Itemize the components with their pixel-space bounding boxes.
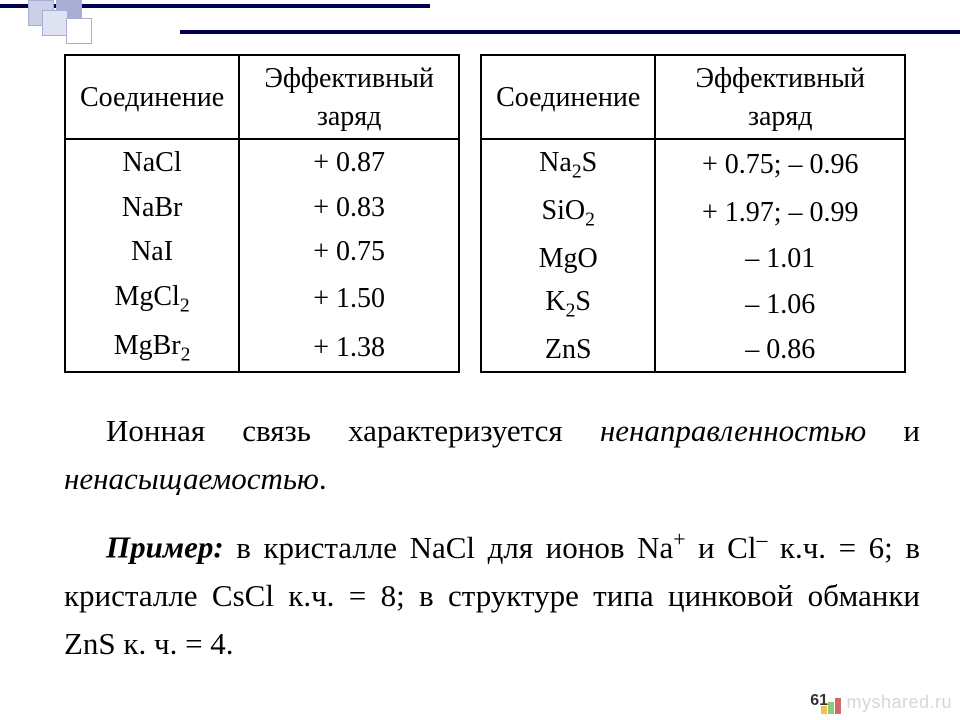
table-row: NaI+ 0.75 bbox=[65, 229, 459, 274]
table-row: ZnS– 0.86 bbox=[481, 327, 905, 372]
cell-charge: + 1.50 bbox=[239, 273, 459, 322]
p1-emphasis: ненасыщаемостью bbox=[64, 461, 319, 496]
slide-root: Соединение Эффективный заряд NaCl+ 0.87N… bbox=[0, 0, 960, 720]
p1-text: Ионная связь характеризуется bbox=[106, 413, 600, 448]
table-row: MgCl2+ 1.50 bbox=[65, 273, 459, 322]
content-area: Соединение Эффективный заряд NaCl+ 0.87N… bbox=[64, 54, 920, 688]
table-left-body: NaCl+ 0.87NaBr+ 0.83NaI+ 0.75MgCl2+ 1.50… bbox=[65, 139, 459, 373]
cell-charge: + 0.87 bbox=[239, 139, 459, 185]
p1-text: и bbox=[866, 413, 920, 448]
table-right-body: Na2S+ 0.75; – 0.96SiO2+ 1.97; – 0.99MgO–… bbox=[481, 139, 905, 373]
cell-charge: + 0.75 bbox=[239, 229, 459, 274]
cell-charge: – 1.01 bbox=[655, 236, 905, 280]
col-header-charge: Эффективный заряд bbox=[655, 55, 905, 139]
table-row: K2S– 1.06 bbox=[481, 279, 905, 327]
cell-charge: + 0.83 bbox=[239, 184, 459, 229]
table-right: Соединение Эффективный заряд Na2S+ 0.75;… bbox=[480, 54, 906, 373]
cell-compound: MgBr2 bbox=[65, 322, 239, 372]
cell-compound: NaI bbox=[65, 229, 239, 274]
tables-row: Соединение Эффективный заряд NaCl+ 0.87N… bbox=[64, 54, 920, 373]
table-left: Соединение Эффективный заряд NaCl+ 0.87N… bbox=[64, 54, 460, 373]
table-row: NaBr+ 0.83 bbox=[65, 184, 459, 229]
cell-charge: – 1.06 bbox=[655, 279, 905, 327]
watermark: myshared.ru bbox=[821, 692, 952, 714]
deco-square-icon bbox=[66, 18, 92, 44]
cell-charge: + 1.38 bbox=[239, 322, 459, 372]
p2-label: Пример: bbox=[106, 530, 224, 565]
paragraph-1: Ионная связь характеризуется ненаправлен… bbox=[64, 407, 920, 503]
cell-compound: ZnS bbox=[481, 327, 655, 372]
cell-compound: MgO bbox=[481, 236, 655, 280]
body-text: Ионная связь характеризуется ненаправлен… bbox=[64, 407, 920, 668]
cell-compound: MgCl2 bbox=[65, 273, 239, 322]
watermark-logo-icon bbox=[821, 693, 842, 714]
table-row: Na2S+ 0.75; – 0.96 bbox=[481, 139, 905, 188]
deco-bar-bottom bbox=[180, 30, 960, 34]
table-row: MgBr2+ 1.38 bbox=[65, 322, 459, 372]
deco-square-icon bbox=[42, 10, 68, 36]
cell-charge: + 1.97; – 0.99 bbox=[655, 188, 905, 236]
cell-charge: – 0.86 bbox=[655, 327, 905, 372]
col-header-charge: Эффективный заряд bbox=[239, 55, 459, 139]
table-row: MgO– 1.01 bbox=[481, 236, 905, 280]
cell-compound: Na2S bbox=[481, 139, 655, 188]
table-row: SiO2+ 1.97; – 0.99 bbox=[481, 188, 905, 236]
cell-compound: NaCl bbox=[65, 139, 239, 185]
cell-compound: SiO2 bbox=[481, 188, 655, 236]
table-header-row: Соединение Эффективный заряд bbox=[481, 55, 905, 139]
watermark-text: myshared.ru bbox=[846, 692, 952, 712]
table-header-row: Соединение Эффективный заряд bbox=[65, 55, 459, 139]
paragraph-2: Пример: в кристалле NaCl для ионов Na+ и… bbox=[64, 523, 920, 667]
col-header-compound: Соединение bbox=[481, 55, 655, 139]
p1-emphasis: ненаправленностью bbox=[600, 413, 866, 448]
header-decoration bbox=[0, 0, 960, 42]
cell-compound: K2S bbox=[481, 279, 655, 327]
col-header-compound: Соединение bbox=[65, 55, 239, 139]
cell-compound: NaBr bbox=[65, 184, 239, 229]
cell-charge: + 0.75; – 0.96 bbox=[655, 139, 905, 188]
p1-text: . bbox=[319, 461, 327, 496]
table-row: NaCl+ 0.87 bbox=[65, 139, 459, 185]
